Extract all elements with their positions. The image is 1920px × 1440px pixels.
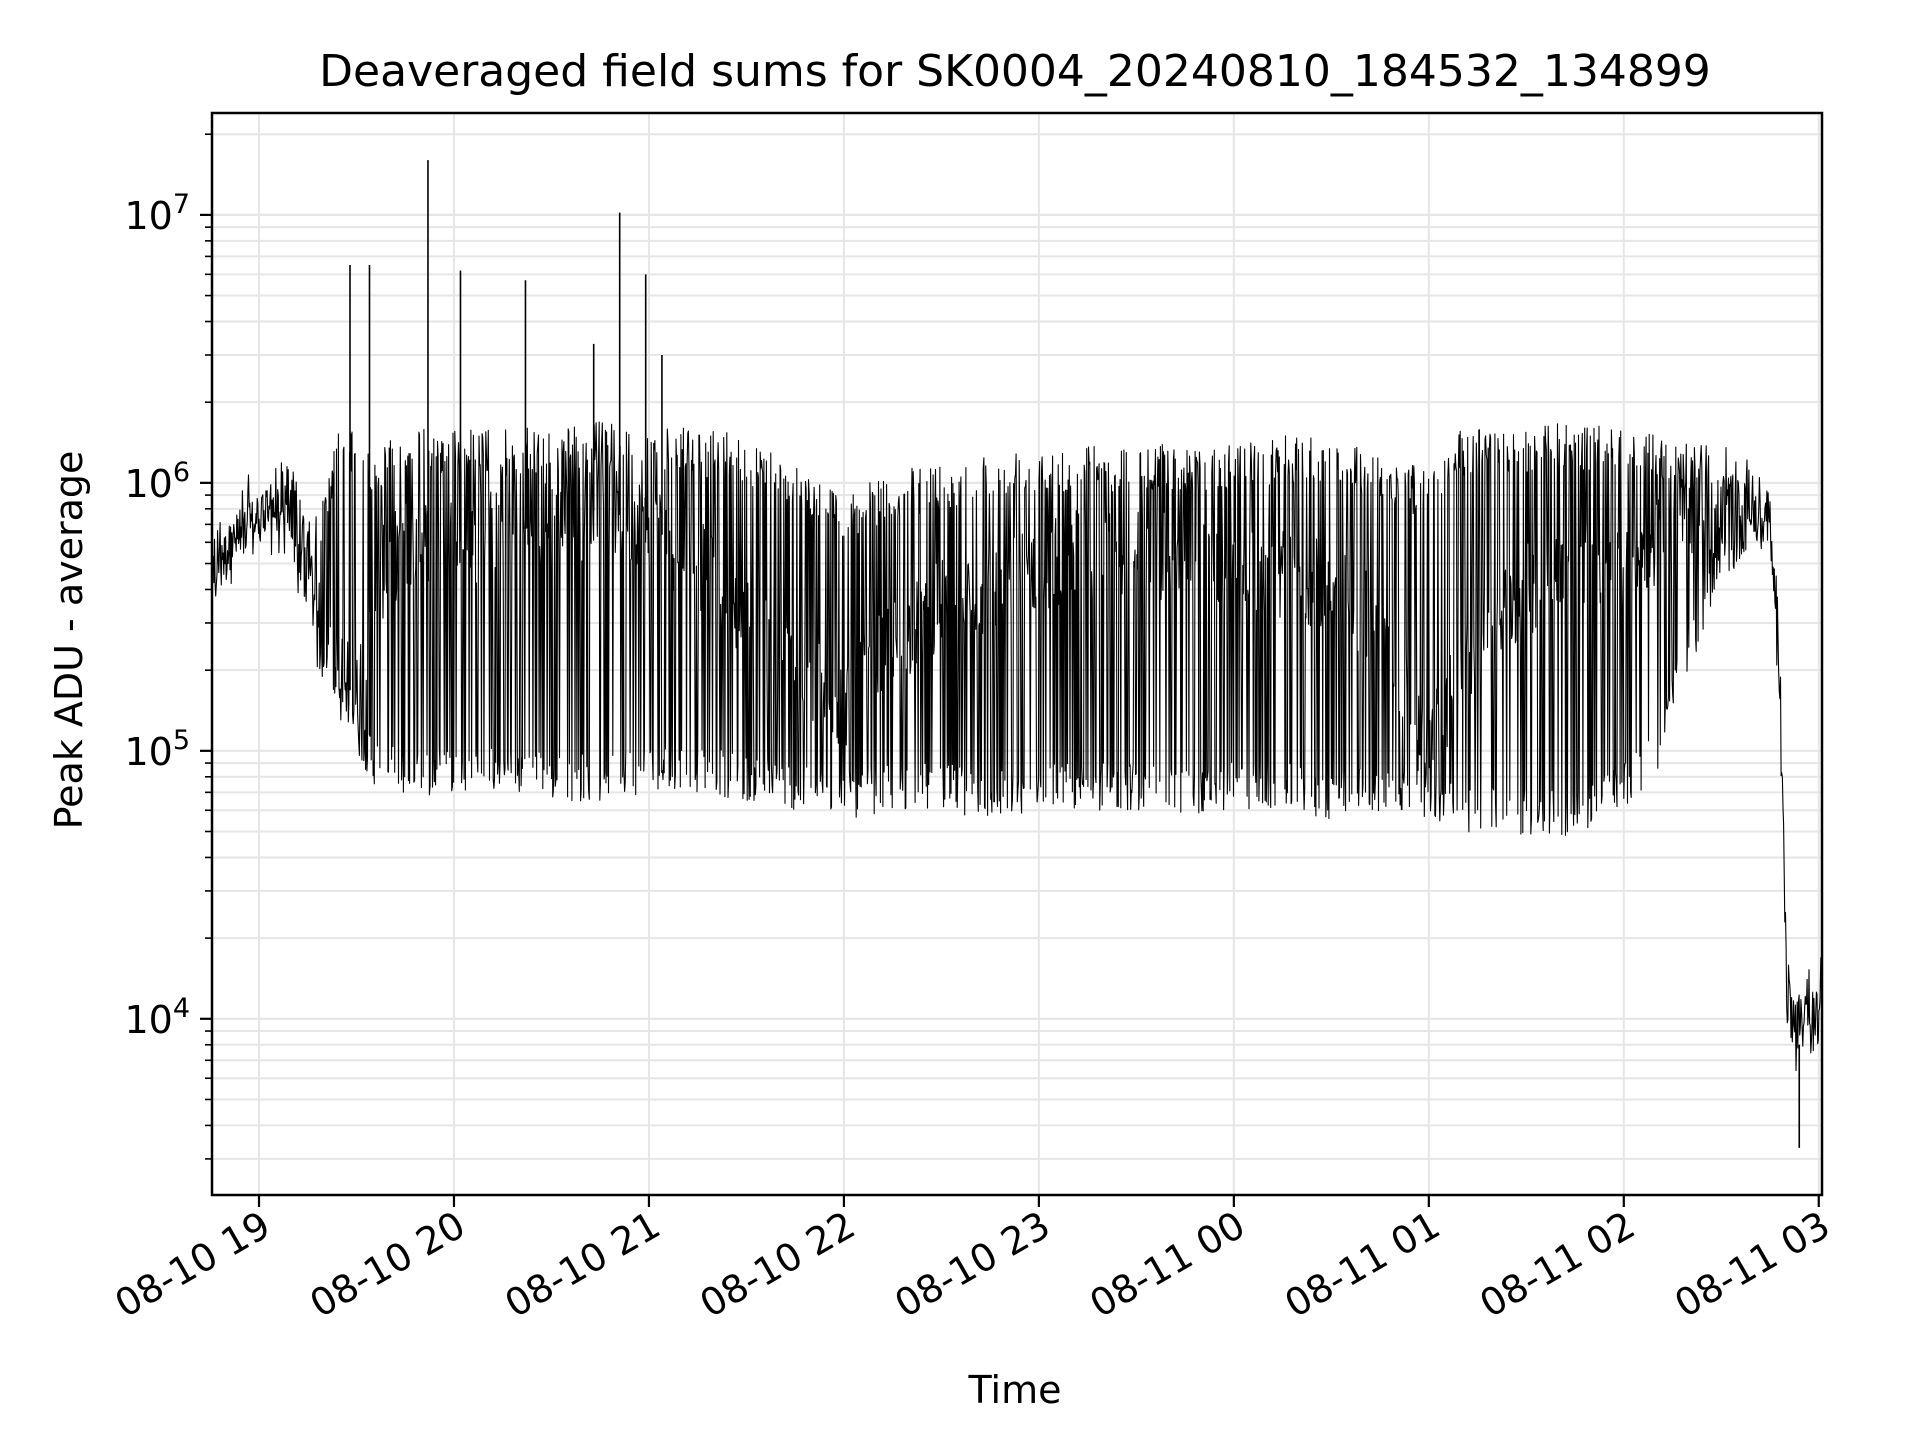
chart-title: Deaveraged field sums for SK0004_2024081…: [319, 46, 1711, 97]
y-tick-label: 104: [124, 993, 190, 1042]
y-tick-label: 105: [124, 725, 190, 774]
y-axis: 104 105 106 107: [124, 133, 212, 1160]
y-tick-label: 106: [124, 457, 190, 506]
x-axis-label: Time: [968, 1368, 1062, 1412]
plot-area: [212, 160, 1822, 1148]
series-line: [212, 421, 1822, 1072]
plot-frame: [210, 111, 1824, 1197]
y-tick-label: 107: [124, 189, 190, 238]
y-axis-label: Peak ADU - average: [47, 451, 91, 830]
